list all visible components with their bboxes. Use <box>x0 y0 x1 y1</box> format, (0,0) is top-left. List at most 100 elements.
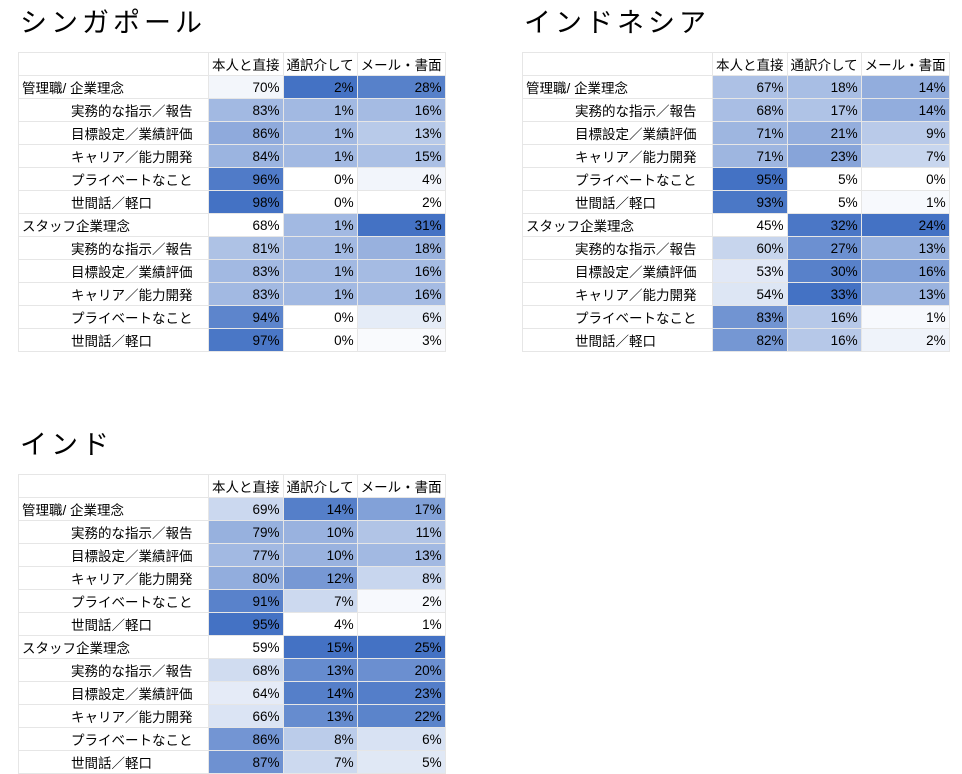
table-row: プライベートなこと 95% 5% 0% <box>522 167 950 191</box>
row-label: プライベートなこと <box>522 305 713 329</box>
heat-cell: 98% <box>208 190 284 214</box>
heat-cell: 32% <box>786 213 862 237</box>
heat-cell: 81% <box>208 236 284 260</box>
heat-cell: 10% <box>282 543 358 567</box>
row-label: キャリア／能力開発 <box>18 704 209 728</box>
row-label: 目標設定／業績評価 <box>522 259 713 283</box>
table-row: キャリア／能力開発 80% 12% 8% <box>18 566 446 590</box>
heat-cell: 1% <box>282 282 358 306</box>
table-row: プライベートなこと 83% 16% 1% <box>522 305 950 329</box>
table-row: 世間話／軽口 87% 7% 5% <box>18 750 446 774</box>
heat-cell: 13% <box>356 543 446 567</box>
table-row: プライベートなこと 86% 8% 6% <box>18 727 446 751</box>
heat-cell: 12% <box>282 566 358 590</box>
heat-cell: 2% <box>356 589 446 613</box>
heat-cell: 24% <box>860 213 950 237</box>
heat-cell: 11% <box>356 520 446 544</box>
heat-cell: 21% <box>786 121 862 145</box>
heat-cell: 0% <box>282 305 358 329</box>
heat-cell: 14% <box>282 497 358 521</box>
heat-cell: 97% <box>208 328 284 352</box>
heat-cell: 71% <box>712 121 788 145</box>
row-label: 世間話／軽口 <box>522 190 713 214</box>
heat-cell: 31% <box>356 213 446 237</box>
heat-cell: 1% <box>282 98 358 122</box>
panel-india: インド 本人と直接 通訳介して メール・書面 管理職/ 企業理念 69% 14% 17% 実務… <box>18 426 446 774</box>
heat-cell: 18% <box>356 236 446 260</box>
table-row: キャリア／能力開発 84% 1% 15% <box>18 144 446 168</box>
row-label: プライベートなこと <box>18 589 209 613</box>
panel-title: インド <box>20 430 113 461</box>
table-row: 目標設定／業績評価 86% 1% 13% <box>18 121 446 145</box>
row-label: 実務的な指示／報告 <box>18 520 209 544</box>
row-label: プライベートなこと <box>18 727 209 751</box>
row-label: 目標設定／業績評価 <box>18 259 209 283</box>
heat-cell: 17% <box>356 497 446 521</box>
table-row: 世間話／軽口 93% 5% 1% <box>522 190 950 214</box>
heat-cell: 1% <box>282 213 358 237</box>
row-label: 管理職/ 企業理念 <box>18 75 209 99</box>
heat-cell: 4% <box>356 167 446 191</box>
heat-cell: 15% <box>356 144 446 168</box>
row-label: 実務的な指示／報告 <box>522 236 713 260</box>
heat-cell: 59% <box>208 635 284 659</box>
heat-cell: 20% <box>356 658 446 682</box>
heat-cell: 28% <box>356 75 446 99</box>
header-blank <box>522 52 713 76</box>
heat-cell: 83% <box>208 259 284 283</box>
row-label: 実務的な指示／報告 <box>522 98 713 122</box>
heat-cell: 4% <box>282 612 358 636</box>
heat-cell: 69% <box>208 497 284 521</box>
heat-cell: 6% <box>356 727 446 751</box>
heat-cell: 5% <box>786 190 862 214</box>
heat-cell: 68% <box>208 213 284 237</box>
heat-cell: 54% <box>712 282 788 306</box>
row-label: キャリア／能力開発 <box>522 282 713 306</box>
table-row: キャリア／能力開発 54% 33% 13% <box>522 282 950 306</box>
heat-cell: 83% <box>712 305 788 329</box>
row-label: 実務的な指示／報告 <box>18 98 209 122</box>
table-row: キャリア／能力開発 66% 13% 22% <box>18 704 446 728</box>
table-row: プライベートなこと 91% 7% 2% <box>18 589 446 613</box>
heat-cell: 23% <box>786 144 862 168</box>
heat-cell: 86% <box>208 727 284 751</box>
row-label: 管理職/ 企業理念 <box>18 497 209 521</box>
heat-cell: 2% <box>282 75 358 99</box>
header-row: 本人と直接 通訳介して メール・書面 <box>522 52 950 76</box>
table-row: スタッフ企業理念 68% 1% 31% <box>18 213 446 237</box>
header-row: 本人と直接 通訳介して メール・書面 <box>18 52 446 76</box>
heat-cell: 91% <box>208 589 284 613</box>
row-label: 目標設定／業績評価 <box>18 121 209 145</box>
heat-cell: 95% <box>712 167 788 191</box>
heat-cell: 16% <box>356 259 446 283</box>
table-row: 世間話／軽口 97% 0% 3% <box>18 328 446 352</box>
heat-cell: 71% <box>712 144 788 168</box>
row-label: 世間話／軽口 <box>522 328 713 352</box>
heat-cell: 66% <box>208 704 284 728</box>
row-label: キャリア／能力開発 <box>18 282 209 306</box>
panel-singapore: シンガポール 本人と直接 通訳介して メール・書面 管理職/ 企業理念 70% 2% 28%… <box>18 4 446 352</box>
heat-cell: 16% <box>786 305 862 329</box>
table-row: キャリア／能力開発 71% 23% 7% <box>522 144 950 168</box>
heat-cell: 83% <box>208 98 284 122</box>
row-label: 目標設定／業績評価 <box>18 543 209 567</box>
heatmap-table: 本人と直接 通訳介して メール・書面 管理職/ 企業理念 67% 18% 14% 実務的な指示… <box>522 52 950 352</box>
heat-cell: 70% <box>208 75 284 99</box>
heat-cell: 53% <box>712 259 788 283</box>
heat-cell: 2% <box>356 190 446 214</box>
table-row: 管理職/ 企業理念 69% 14% 17% <box>18 497 446 521</box>
table-row: 実務的な指示／報告 81% 1% 18% <box>18 236 446 260</box>
heat-cell: 95% <box>208 612 284 636</box>
heat-cell: 1% <box>282 121 358 145</box>
heat-cell: 82% <box>712 328 788 352</box>
heat-cell: 1% <box>860 305 950 329</box>
heat-cell: 8% <box>356 566 446 590</box>
column-header: メール・書面 <box>356 52 446 76</box>
table-row: プライベートなこと 94% 0% 6% <box>18 305 446 329</box>
heat-cell: 0% <box>282 328 358 352</box>
heat-cell: 13% <box>860 282 950 306</box>
heat-cell: 23% <box>356 681 446 705</box>
heat-cell: 1% <box>282 144 358 168</box>
table-row: 目標設定／業績評価 71% 21% 9% <box>522 121 950 145</box>
heat-cell: 13% <box>860 236 950 260</box>
